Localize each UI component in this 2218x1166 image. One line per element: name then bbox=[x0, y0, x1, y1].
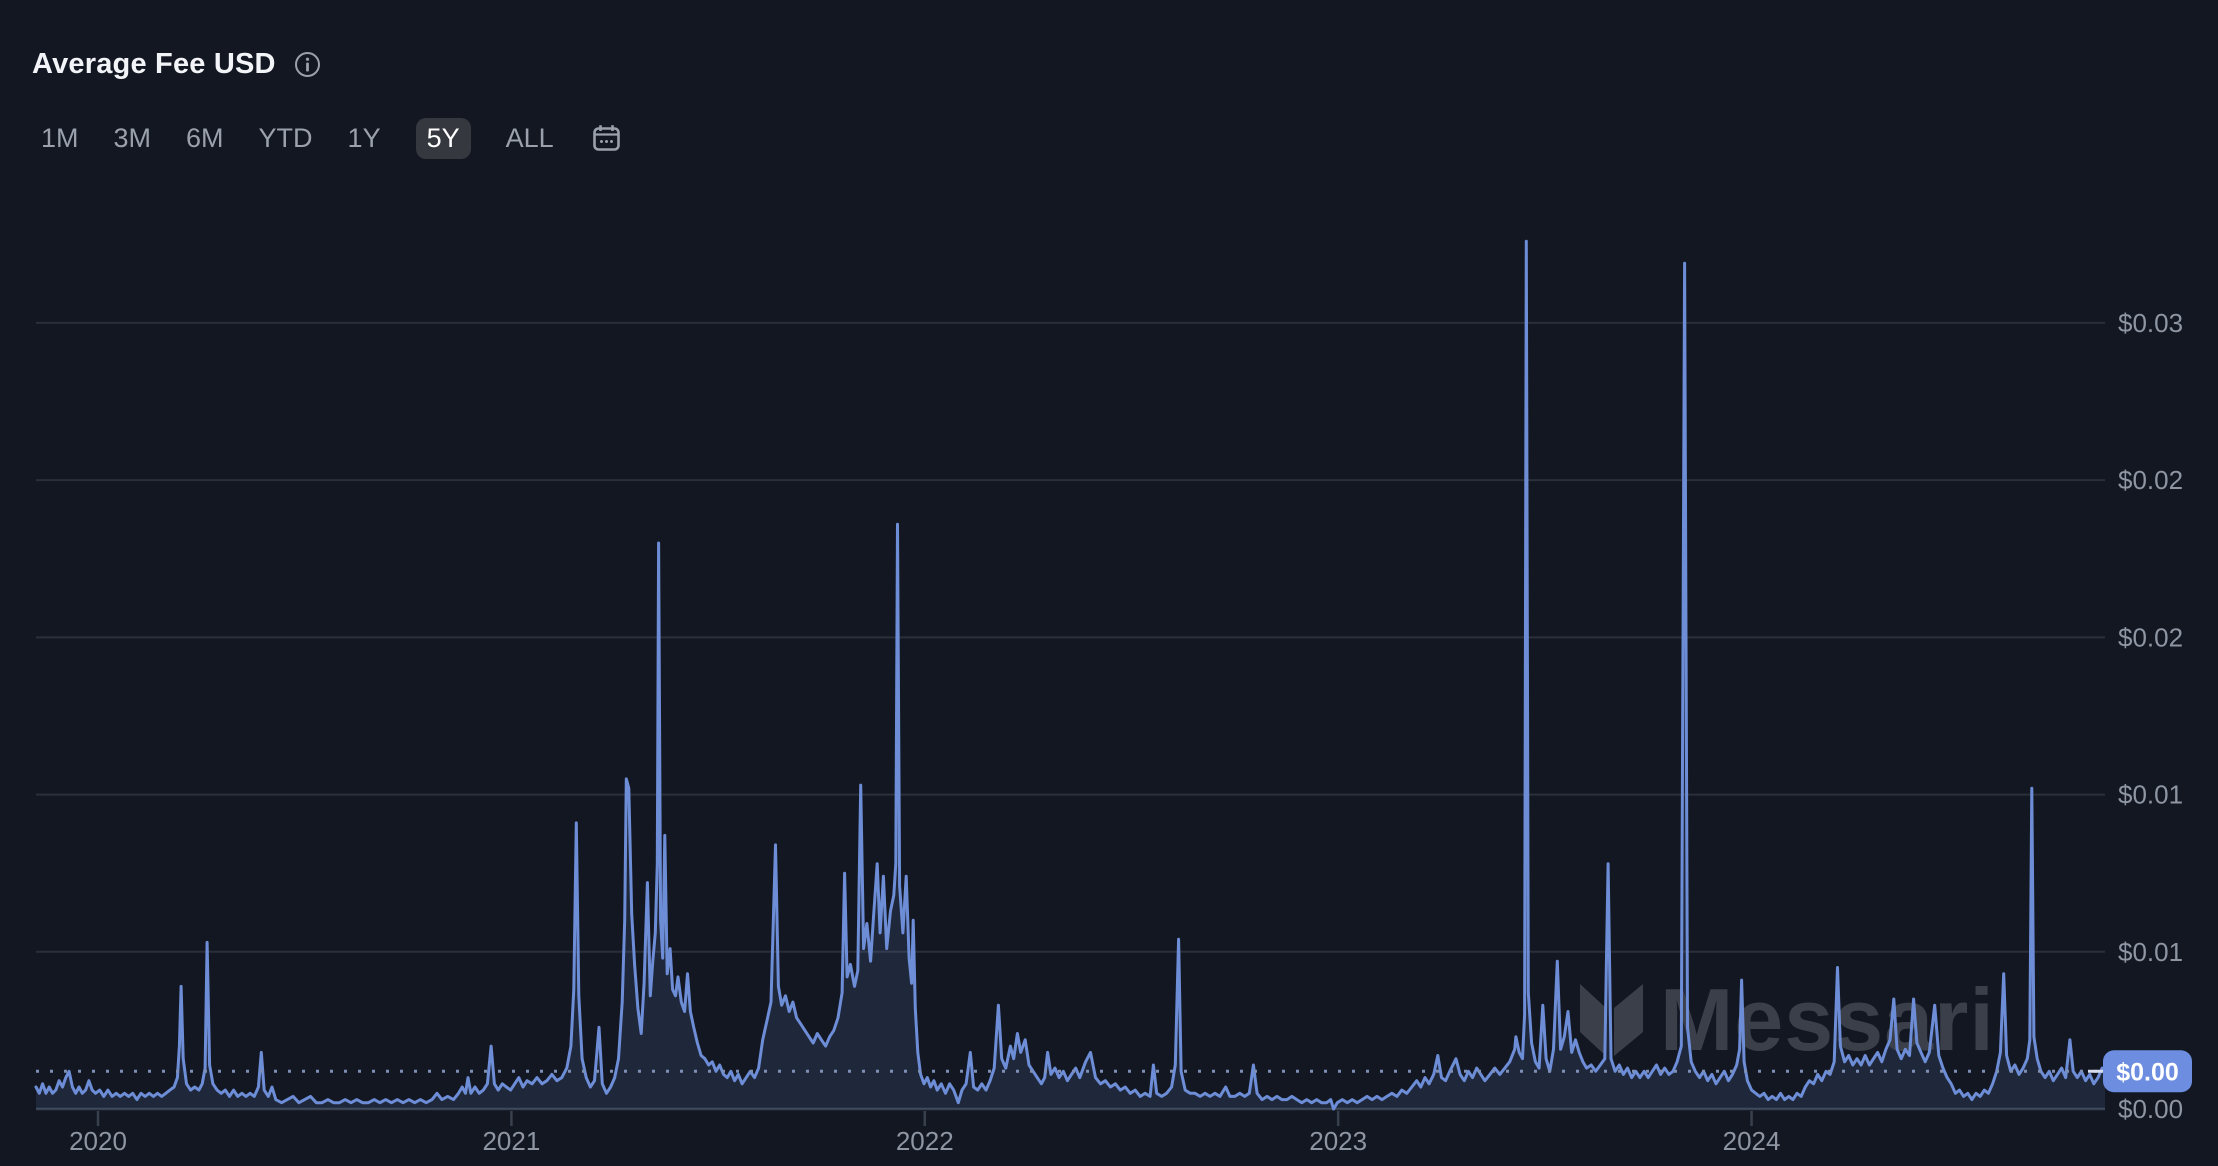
range-button-3m[interactable]: 3M bbox=[114, 118, 152, 159]
y-tick-label: $0.01 bbox=[2118, 937, 2183, 967]
y-tick-label: $0.00 bbox=[2118, 1094, 2183, 1124]
page-title: Average Fee USD bbox=[32, 48, 276, 80]
range-button-1m[interactable]: 1M bbox=[41, 118, 79, 159]
x-tick-label: 2022 bbox=[896, 1126, 954, 1156]
x-axis-ticks bbox=[96, 1111, 1753, 1126]
range-button-all[interactable]: ALL bbox=[506, 118, 554, 159]
y-tick-label: $0.01 bbox=[2118, 780, 2183, 810]
x-axis-labels: 2020 2021 2022 2023 2024 bbox=[69, 1126, 1780, 1156]
chart-gridlines bbox=[36, 321, 2105, 953]
calendar-icon[interactable] bbox=[591, 123, 622, 154]
current-value-badge-bg bbox=[2103, 1050, 2192, 1093]
x-tick-label: 2021 bbox=[482, 1126, 540, 1156]
x-tick-label: 2024 bbox=[1723, 1126, 1781, 1156]
y-tick-label: $0.02 bbox=[2118, 622, 2183, 652]
current-value-badge: $0.00 bbox=[2088, 1050, 2192, 1093]
messari-watermark-text: Messari bbox=[1660, 970, 1995, 1069]
range-button-1y[interactable]: 1Y bbox=[348, 118, 381, 159]
y-tick-label: $0.03 bbox=[2118, 308, 2183, 338]
y-axis-labels: $0.03 $0.02 $0.02 $0.01 $0.01 $0.00 bbox=[2118, 308, 2183, 1124]
fee-line bbox=[34, 239, 2107, 1111]
chart-header: Average Fee USD bbox=[32, 48, 321, 81]
info-icon[interactable] bbox=[294, 51, 321, 78]
x-tick-label: 2023 bbox=[1309, 1126, 1367, 1156]
x-tick-label: 2020 bbox=[69, 1126, 127, 1156]
messari-logo-mark-right bbox=[1614, 984, 1643, 1056]
y-tick-label: $0.02 bbox=[2118, 465, 2183, 495]
time-range-toolbar: 1M 3M 6M YTD 1Y 5Y ALL bbox=[41, 118, 622, 159]
range-button-5y[interactable]: 5Y bbox=[415, 118, 471, 159]
current-value-badge-label: $0.00 bbox=[2116, 1058, 2179, 1086]
messari-logo-mark-left bbox=[1580, 984, 1606, 1056]
range-button-6m[interactable]: 6M bbox=[186, 118, 224, 159]
range-button-ytd[interactable]: YTD bbox=[259, 118, 313, 159]
